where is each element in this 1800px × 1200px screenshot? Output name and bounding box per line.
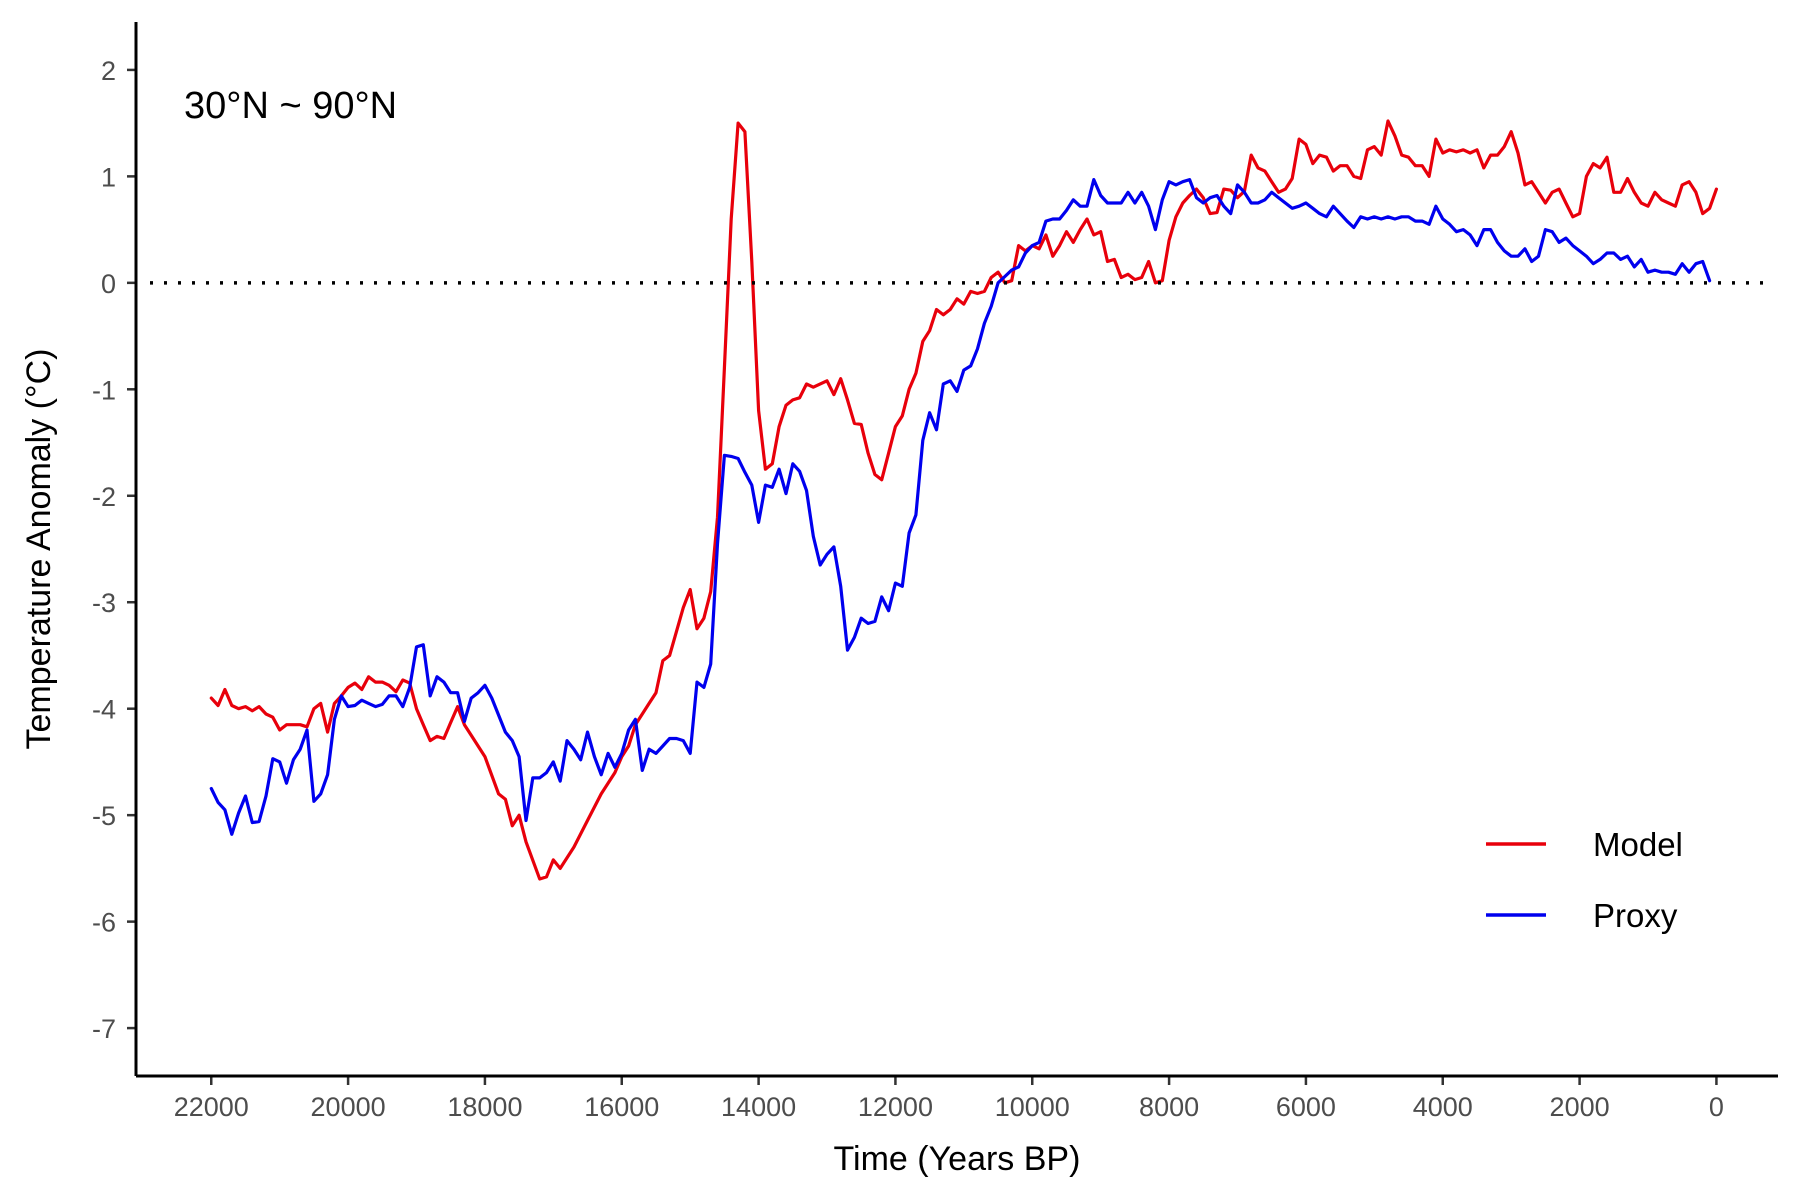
- series-line-proxy: [209, 178, 1712, 836]
- y-tick-label: 2: [101, 56, 116, 86]
- x-tick-label: 16000: [584, 1092, 659, 1122]
- y-tick-label: -1: [92, 375, 116, 405]
- x-tick-label: 4000: [1413, 1092, 1473, 1122]
- region-annotation: 30°N ~ 90°N: [184, 85, 397, 127]
- x-tick-label: 8000: [1139, 1092, 1199, 1122]
- y-tick-label: 1: [101, 162, 116, 192]
- y-tick-label: -2: [92, 482, 116, 512]
- x-tick-label: 22000: [174, 1092, 249, 1122]
- y-tick-label: 0: [101, 269, 116, 299]
- x-tick-label: 20000: [311, 1092, 386, 1122]
- x-tick-label: 12000: [858, 1092, 933, 1122]
- y-axis-title: Temperature Anomaly (°C): [20, 349, 58, 750]
- y-tick-label: -6: [92, 908, 116, 938]
- series-layer: [209, 119, 1718, 881]
- x-tick-label: 6000: [1276, 1092, 1336, 1122]
- y-tick-label: -7: [92, 1014, 116, 1044]
- y-tick-label: -4: [92, 695, 116, 725]
- x-tick-label: 14000: [721, 1092, 796, 1122]
- series-line-model: [209, 119, 1718, 881]
- y-axis-ticks: 2 1 0 -1 -2 -3 -4 -5 -6 -7: [92, 56, 136, 1044]
- x-tick-label: 18000: [447, 1092, 522, 1122]
- legend-label-model: Model: [1593, 826, 1683, 863]
- x-tick-label: 0: [1709, 1092, 1724, 1122]
- x-tick-label: 10000: [995, 1092, 1070, 1122]
- legend-label-proxy: Proxy: [1593, 897, 1678, 934]
- y-tick-label: -5: [92, 801, 116, 831]
- x-tick-label: 2000: [1550, 1092, 1610, 1122]
- x-axis-title: Time (Years BP): [834, 1140, 1081, 1178]
- legend: Model Proxy: [1486, 826, 1683, 934]
- x-axis-ticks: 22000 20000 18000 16000 14000 12000 10000 8000 6…: [174, 1076, 1724, 1122]
- y-tick-label: -3: [92, 588, 116, 618]
